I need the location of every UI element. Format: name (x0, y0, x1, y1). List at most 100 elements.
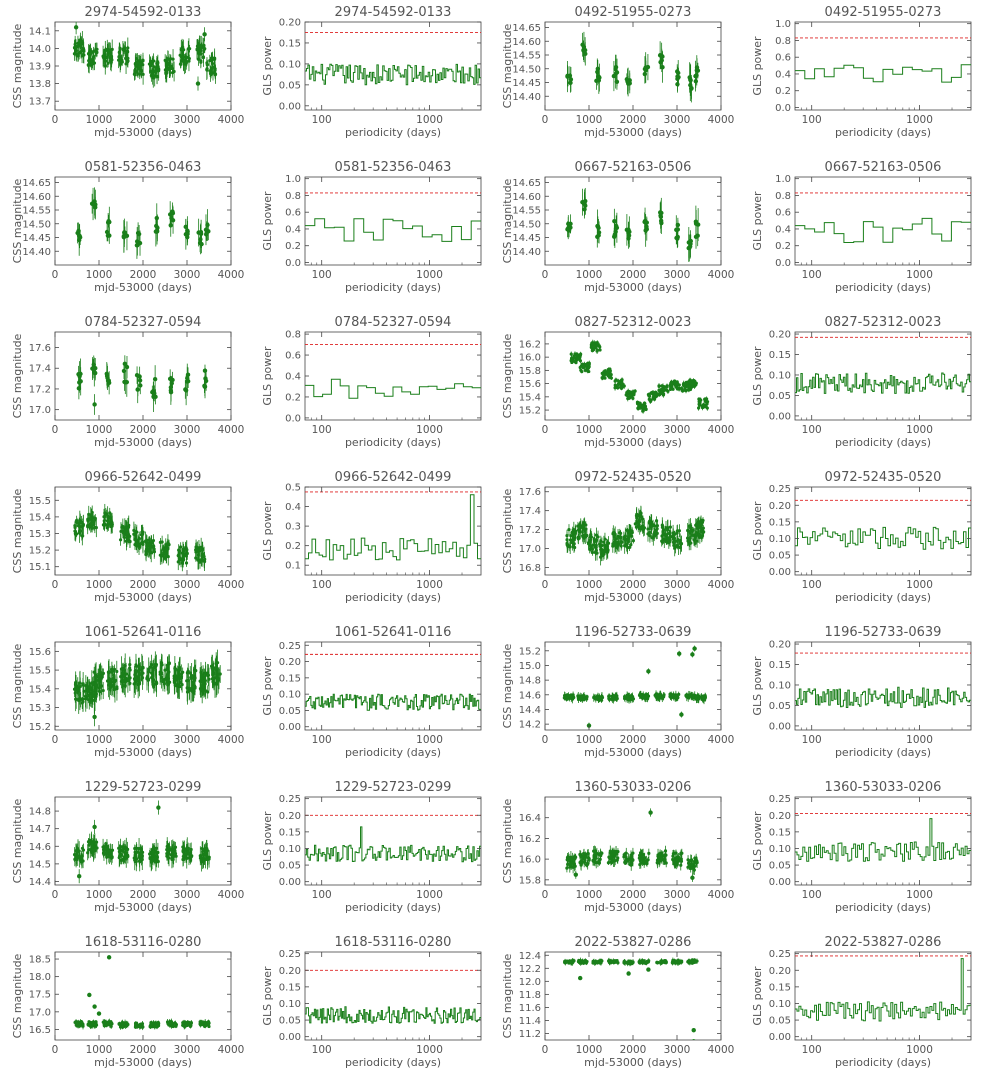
data-point (145, 674, 150, 679)
data-point (172, 69, 176, 74)
data-point (697, 525, 701, 529)
data-point (702, 530, 706, 534)
x-tick-label: 0 (52, 424, 59, 436)
season-8 (196, 218, 204, 255)
plot-frame (544, 641, 722, 731)
data-point (165, 673, 169, 678)
data-point (167, 661, 171, 666)
data-point (198, 560, 202, 564)
data-point (210, 66, 214, 70)
data-point (119, 529, 123, 534)
data-point (671, 693, 675, 698)
data-point (105, 56, 109, 60)
data-point (199, 688, 203, 692)
x-tick-label: 1000 (576, 424, 603, 436)
season-9 (671, 524, 684, 557)
panel-gls-13: 0966-52642-0499 0.1 0.2 0.3 0.4 0.5 100 1000per… (261, 470, 482, 604)
data-point (570, 359, 574, 363)
outlier-point (92, 402, 97, 407)
panel-title: 2974-54592-0133 (85, 5, 202, 20)
season-11 (209, 649, 222, 698)
plot-area (305, 344, 481, 399)
data-point (90, 512, 94, 517)
data-point (623, 695, 627, 699)
season-7 (646, 390, 660, 404)
data-point (199, 545, 203, 549)
data-point (631, 538, 635, 543)
data-point (688, 693, 692, 697)
y-tick-label: 17.6 (519, 487, 541, 498)
data-point (179, 62, 183, 66)
data-point (611, 542, 615, 546)
data-point (154, 662, 159, 667)
season-4 (624, 67, 632, 97)
data-point (126, 678, 130, 683)
data-point (138, 62, 142, 66)
season-0 (72, 31, 86, 64)
panel-title: 0827-52312-0023 (825, 315, 942, 330)
y-tick-label: 15.4 (29, 684, 51, 695)
data-point (603, 543, 607, 547)
y-tick-label: 14.50 (22, 219, 51, 230)
y-tick-label: 14.50 (512, 219, 541, 230)
data-point (89, 201, 95, 206)
y-tick-label: 0.00 (769, 567, 791, 578)
y-tick-label: 17.4 (519, 506, 541, 517)
data-point (155, 681, 159, 685)
data-point (188, 671, 192, 675)
y-tick-label: 0.25 (769, 484, 791, 495)
season-4 (132, 521, 145, 556)
data-point (166, 541, 170, 545)
outlier-point (73, 25, 79, 30)
data-point (675, 222, 681, 228)
data-point (670, 380, 674, 385)
data-point (567, 527, 571, 532)
data-point (108, 686, 112, 691)
season-6 (163, 49, 176, 83)
data-point (582, 693, 586, 698)
x-tick-label: 4000 (708, 424, 735, 436)
y-tick-label: 0.4 (285, 502, 301, 513)
y-tick-label: 0.2 (285, 392, 301, 403)
data-point (132, 532, 136, 536)
data-point (188, 47, 192, 51)
data-point (77, 380, 82, 385)
y-tick-label: 17.2 (29, 384, 51, 395)
data-point (636, 520, 641, 525)
x-axis-label: periodicity (days) (345, 746, 441, 759)
data-point (683, 382, 687, 386)
data-point (585, 533, 589, 538)
data-point (106, 670, 111, 674)
data-point (634, 525, 639, 529)
data-point (693, 79, 699, 84)
season-2 (592, 692, 605, 703)
data-point (675, 387, 680, 391)
y-tick-label: 0.20 (769, 330, 791, 341)
plot-frame (304, 641, 482, 731)
season-0 (569, 351, 583, 365)
data-point (631, 390, 635, 394)
data-point (622, 537, 626, 541)
panel-lc-12: 0966-52642-0499 15.1 15.2 15.3 15.4 15.5 0 1000… (11, 470, 244, 604)
season-1 (90, 355, 98, 387)
data-point (210, 57, 214, 61)
season-6 (167, 201, 176, 237)
data-point (606, 541, 610, 545)
data-point (689, 541, 693, 545)
data-point (204, 231, 209, 236)
y-tick-label: 15.3 (29, 703, 51, 714)
data-point (663, 385, 668, 389)
y-tick-label: 0.4 (285, 372, 301, 383)
data-point (184, 561, 189, 565)
data-point (594, 696, 598, 700)
y-axis-label: GLS power (261, 36, 274, 96)
data-point (618, 535, 623, 540)
data-point (178, 53, 182, 57)
data-point (683, 386, 687, 390)
data-point (81, 682, 85, 687)
season-8 (657, 383, 670, 398)
y-tick-label: 0.2 (285, 241, 301, 252)
data-point (598, 696, 602, 700)
x-tick-label: 3000 (174, 424, 201, 436)
data-point (149, 62, 153, 66)
